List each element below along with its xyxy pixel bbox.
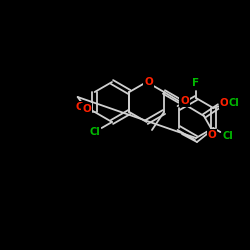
Text: O: O (180, 96, 189, 106)
Text: Cl: Cl (229, 98, 240, 108)
Text: O: O (75, 102, 84, 112)
Text: O: O (208, 130, 216, 140)
Text: Cl: Cl (89, 127, 100, 137)
Text: F: F (192, 78, 200, 88)
Text: Cl: Cl (223, 131, 234, 141)
Text: O: O (82, 104, 91, 114)
Text: O: O (144, 77, 153, 87)
Text: O: O (220, 98, 228, 108)
